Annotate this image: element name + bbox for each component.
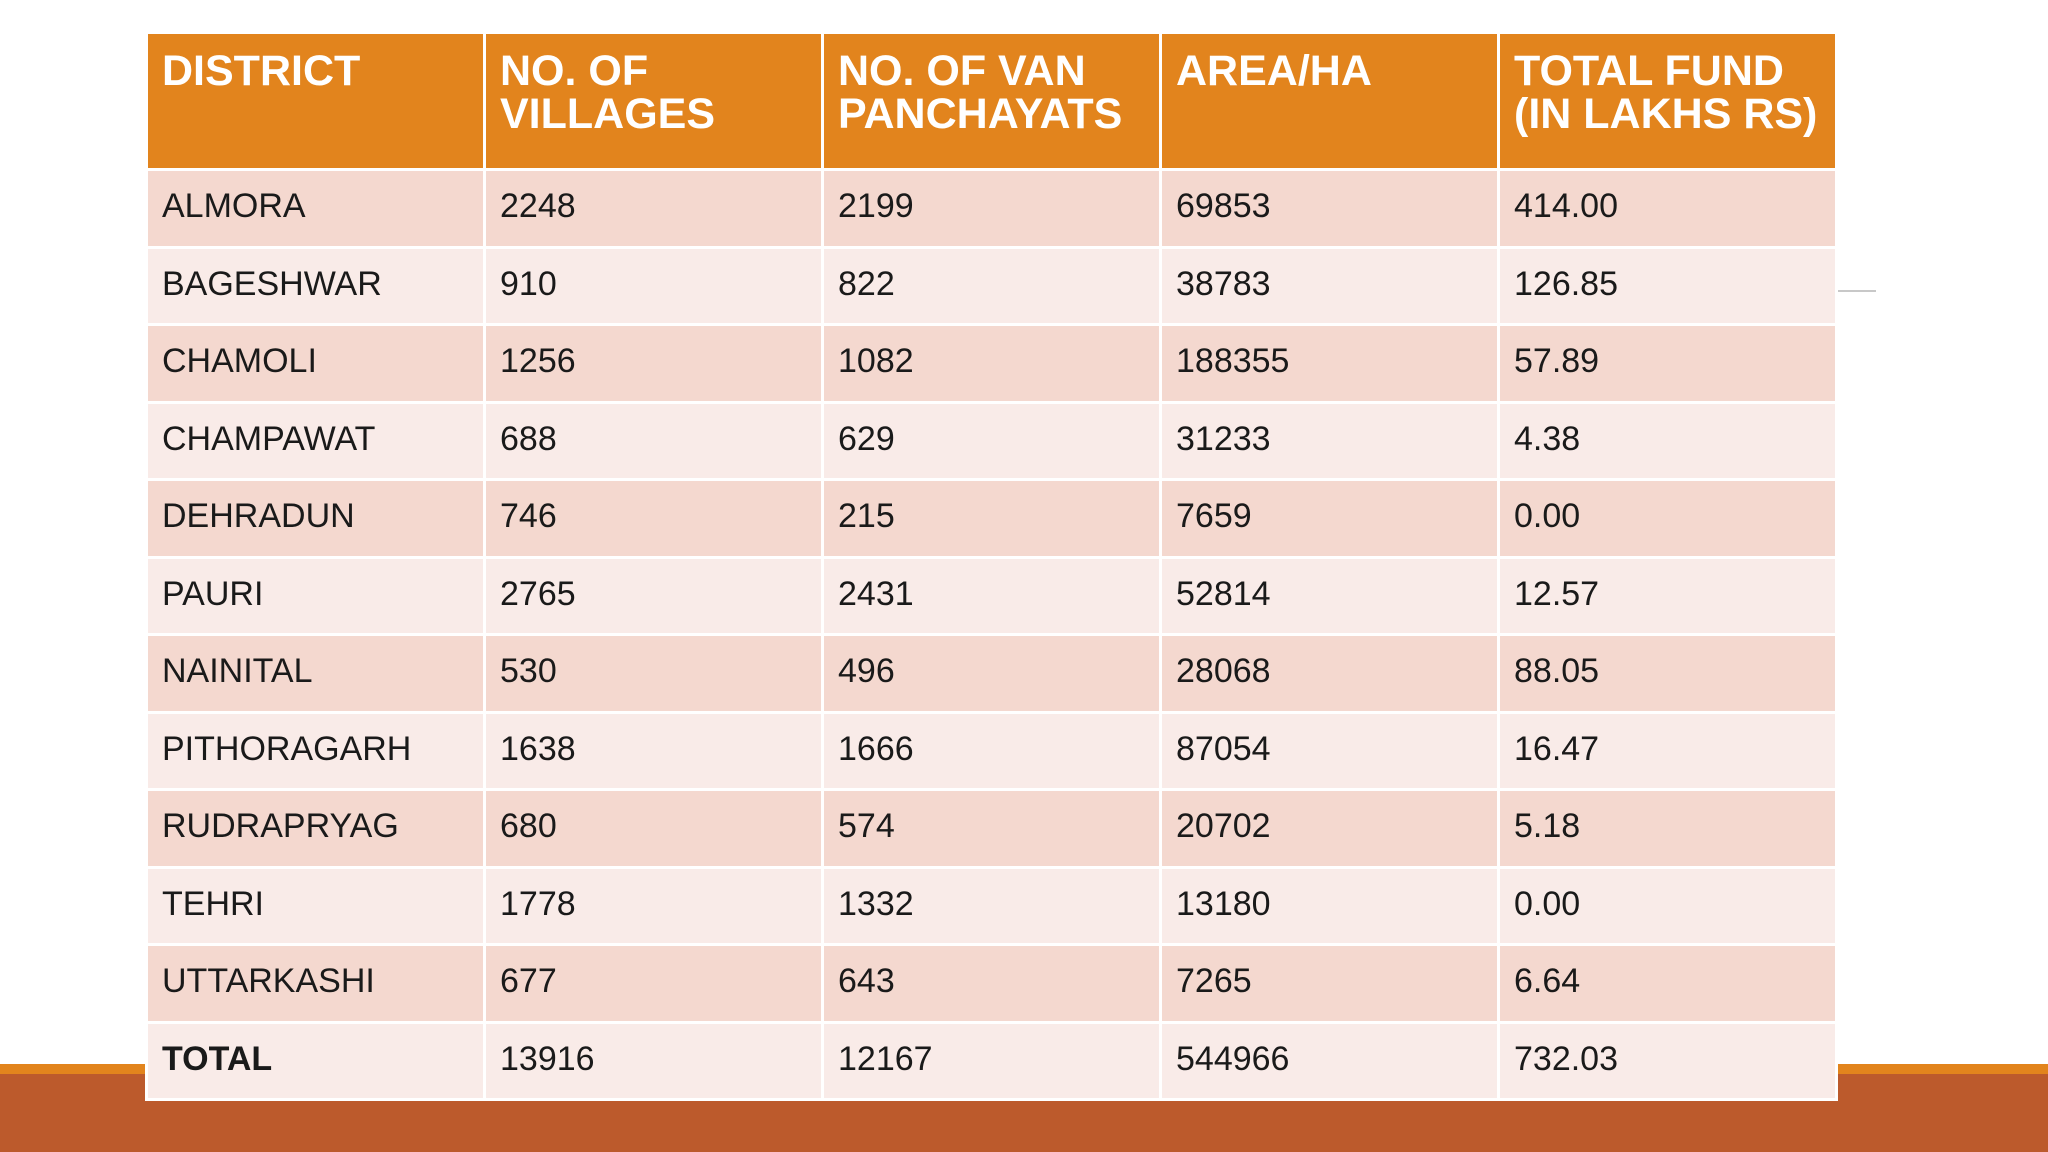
- table-row: RUDRAPRYAG 680 574 20702 5.18: [145, 788, 1838, 869]
- cell-van-panchayats: 629: [821, 400, 1162, 481]
- cell-district: CHAMPAWAT: [145, 400, 486, 481]
- divider-mark: [1838, 290, 1876, 292]
- table-total-row: TOTAL 13916 12167 544966 732.03: [145, 1020, 1838, 1101]
- cell-van-panchayats: 2431: [821, 555, 1162, 636]
- cell-area: 52814: [1159, 555, 1500, 636]
- cell-total-fund: 0.00: [1497, 865, 1838, 946]
- cell-area: 7265: [1159, 943, 1500, 1024]
- cell-district: PITHORAGARH: [145, 710, 486, 791]
- cell-van-panchayats: 1082: [821, 323, 1162, 404]
- cell-villages: 1638: [483, 710, 824, 791]
- cell-villages: 2248: [483, 168, 824, 249]
- cell-total-fund: 414.00: [1497, 168, 1838, 249]
- cell-villages: 680: [483, 788, 824, 869]
- cell-district: ALMORA: [145, 168, 486, 249]
- header-villages: NO. OF VILLAGES: [483, 31, 824, 171]
- cell-district: NAINITAL: [145, 633, 486, 714]
- table-row: BAGESHWAR 910 822 38783 126.85: [145, 245, 1838, 326]
- table-row: UTTARKASHI 677 643 7265 6.64: [145, 943, 1838, 1024]
- cell-total-fund: 5.18: [1497, 788, 1838, 869]
- cell-total-fund: 6.64: [1497, 943, 1838, 1024]
- cell-district: DEHRADUN: [145, 478, 486, 559]
- cell-area: 87054: [1159, 710, 1500, 791]
- cell-district: UTTARKASHI: [145, 943, 486, 1024]
- cell-van-panchayats: 574: [821, 788, 1162, 869]
- cell-total-fund: 16.47: [1497, 710, 1838, 791]
- cell-total-fund: 0.00: [1497, 478, 1838, 559]
- cell-area: 38783: [1159, 245, 1500, 326]
- cell-district: TOTAL: [145, 1020, 486, 1101]
- cell-villages: 1256: [483, 323, 824, 404]
- cell-district: TEHRI: [145, 865, 486, 946]
- cell-villages: 677: [483, 943, 824, 1024]
- cell-van-panchayats: 2199: [821, 168, 1162, 249]
- cell-district: BAGESHWAR: [145, 245, 486, 326]
- table-row: CHAMPAWAT 688 629 31233 4.38: [145, 400, 1838, 481]
- cell-villages: 2765: [483, 555, 824, 636]
- cell-area: 544966: [1159, 1020, 1500, 1101]
- cell-villages: 910: [483, 245, 824, 326]
- district-table: DISTRICT NO. OF VILLAGES NO. OF VAN PANC…: [145, 31, 1838, 1101]
- cell-van-panchayats: 1332: [821, 865, 1162, 946]
- header-total-fund: TOTAL FUND (IN LAKHS RS): [1497, 31, 1838, 171]
- header-area: AREA/HA: [1159, 31, 1500, 171]
- table-row: TEHRI 1778 1332 13180 0.00: [145, 865, 1838, 946]
- header-van-panchayats: NO. OF VAN PANCHAYATS: [821, 31, 1162, 171]
- cell-van-panchayats: 215: [821, 478, 1162, 559]
- cell-van-panchayats: 822: [821, 245, 1162, 326]
- table-row: PAURI 2765 2431 52814 12.57: [145, 555, 1838, 636]
- cell-villages: 688: [483, 400, 824, 481]
- cell-villages: 1778: [483, 865, 824, 946]
- cell-villages: 746: [483, 478, 824, 559]
- header-district: DISTRICT: [145, 31, 486, 171]
- cell-area: 31233: [1159, 400, 1500, 481]
- cell-total-fund: 12.57: [1497, 555, 1838, 636]
- cell-van-panchayats: 643: [821, 943, 1162, 1024]
- cell-total-fund: 57.89: [1497, 323, 1838, 404]
- cell-villages: 530: [483, 633, 824, 714]
- table-header-row: DISTRICT NO. OF VILLAGES NO. OF VAN PANC…: [145, 31, 1838, 171]
- table-row: NAINITAL 530 496 28068 88.05: [145, 633, 1838, 714]
- cell-total-fund: 88.05: [1497, 633, 1838, 714]
- cell-district: RUDRAPRYAG: [145, 788, 486, 869]
- cell-van-panchayats: 12167: [821, 1020, 1162, 1101]
- cell-district: PAURI: [145, 555, 486, 636]
- cell-area: 188355: [1159, 323, 1500, 404]
- cell-total-fund: 4.38: [1497, 400, 1838, 481]
- cell-total-fund: 126.85: [1497, 245, 1838, 326]
- cell-van-panchayats: 1666: [821, 710, 1162, 791]
- cell-area: 28068: [1159, 633, 1500, 714]
- cell-area: 69853: [1159, 168, 1500, 249]
- cell-area: 13180: [1159, 865, 1500, 946]
- table-row: PITHORAGARH 1638 1666 87054 16.47: [145, 710, 1838, 791]
- cell-total-fund: 732.03: [1497, 1020, 1838, 1101]
- cell-area: 7659: [1159, 478, 1500, 559]
- table-row: ALMORA 2248 2199 69853 414.00: [145, 168, 1838, 249]
- data-table-container: DISTRICT NO. OF VILLAGES NO. OF VAN PANC…: [145, 31, 1838, 1101]
- table-row: DEHRADUN 746 215 7659 0.00: [145, 478, 1838, 559]
- cell-villages: 13916: [483, 1020, 824, 1101]
- cell-district: CHAMOLI: [145, 323, 486, 404]
- table-row: CHAMOLI 1256 1082 188355 57.89: [145, 323, 1838, 404]
- cell-van-panchayats: 496: [821, 633, 1162, 714]
- cell-area: 20702: [1159, 788, 1500, 869]
